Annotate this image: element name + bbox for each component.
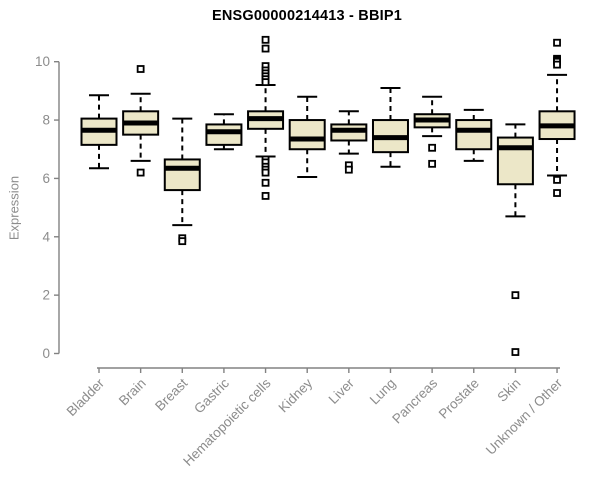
x-tick-label-bladder: Bladder [64, 375, 108, 419]
outlier-point [511, 348, 520, 356]
x-tick-label-skin: Skin [494, 376, 523, 405]
x-tick-label-liver: Liver [326, 375, 358, 407]
x-tick-label-gastric: Gastric [191, 375, 232, 416]
outlier-point [428, 143, 437, 152]
outlier-point [428, 159, 437, 168]
box-breast [163, 117, 201, 246]
iqr-box [205, 123, 243, 146]
x-tick-label-breast: Breast [152, 375, 190, 413]
box-hematopoietic-cells [247, 35, 285, 200]
x-tick-label-kidney: Kidney [276, 375, 316, 415]
box-gastric [205, 113, 243, 151]
iqr-box [496, 136, 534, 186]
outlier-point [511, 291, 520, 300]
iqr-box [163, 158, 201, 192]
x-tick-label-lung: Lung [367, 376, 399, 408]
y-tick-label: 10 [35, 54, 50, 69]
outlier-point [136, 168, 145, 177]
box-bladder [80, 94, 118, 170]
box-unknown-other [538, 38, 576, 197]
y-tick-label: 0 [42, 346, 50, 361]
y-tick-label: 8 [42, 113, 50, 128]
outlier-point [261, 44, 270, 53]
box-skin [496, 123, 534, 356]
box-brain [122, 65, 160, 177]
x-tick-label-unknown-other: Unknown / Other [483, 375, 566, 458]
outlier-point [553, 189, 561, 197]
outlier-point [261, 168, 270, 177]
outlier-point [553, 175, 561, 184]
y-axis: 0 2 4 6 8 10 [35, 54, 60, 361]
outlier-point [261, 35, 270, 44]
iqr-box [455, 119, 493, 151]
box-pancreas [413, 95, 451, 168]
outlier-point [136, 65, 145, 73]
outlier-point [261, 192, 270, 200]
iqr-box [288, 119, 326, 151]
box-kidney [288, 95, 326, 178]
outlier-point [261, 178, 270, 187]
outlier-point [261, 78, 270, 87]
outlier-point [553, 38, 561, 47]
y-tick-label: 2 [42, 288, 50, 303]
box-liver [330, 110, 368, 174]
x-tick-label-prostate: Prostate [436, 376, 482, 422]
outlier-point [553, 60, 561, 69]
y-tick-label: 6 [42, 171, 50, 186]
y-tick-label: 4 [42, 229, 50, 244]
box-lung [371, 86, 409, 168]
x-tick-label-brain: Brain [116, 376, 149, 409]
box-prostate [455, 108, 493, 162]
x-tick-label-pancreas: Pancreas [389, 375, 440, 426]
outlier-point [344, 165, 353, 174]
chart-title: ENSG00000214413 - BBIP1 [212, 8, 402, 24]
outlier-point [178, 237, 187, 246]
